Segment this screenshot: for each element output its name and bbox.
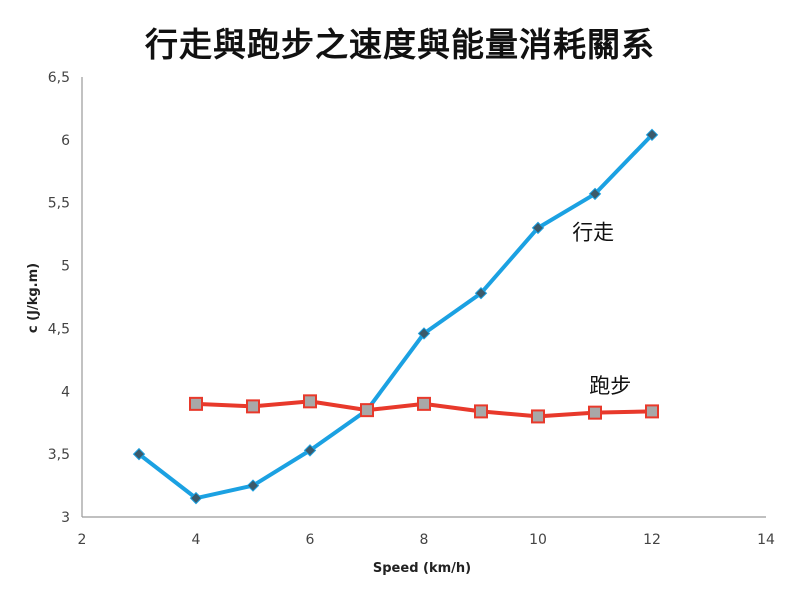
- y-tick-label: 6,5: [48, 70, 70, 86]
- series-markers: [132, 128, 659, 505]
- data-point: [474, 404, 488, 419]
- data-point: [588, 405, 602, 420]
- y-tick-label: 3,5: [48, 447, 70, 463]
- x-tick-label: 8: [420, 532, 429, 548]
- data-point: [303, 444, 317, 457]
- y-tick-label: 3: [61, 510, 70, 526]
- chart-title: 行走與跑步之速度與能量消耗關系: [145, 25, 655, 64]
- data-point: [531, 221, 545, 235]
- data-point: [189, 396, 203, 411]
- axes: [81, 77, 766, 518]
- y-tick-label: 5: [61, 259, 70, 275]
- x-tick-label: 10: [529, 532, 547, 548]
- data-point: [417, 327, 431, 340]
- tick-labels: 2 4 6 8 10 12 14 3 3,5 4 4,5 5 5,5 6 6,5: [48, 70, 775, 548]
- data-point: [246, 399, 260, 414]
- data-point: [132, 447, 146, 461]
- data-point: [417, 396, 431, 411]
- x-tick-label: 12: [643, 532, 661, 548]
- x-tick-label: 6: [306, 532, 315, 548]
- y-tick-label: 5,5: [48, 196, 70, 212]
- x-axis-title: Speed (km/h): [373, 561, 471, 576]
- series-lines: [137, 133, 654, 501]
- y-tick-label: 6: [61, 133, 70, 149]
- y-tick-label: 4: [61, 384, 70, 400]
- series-label: 行走: [572, 221, 614, 245]
- data-point: [360, 403, 374, 418]
- x-tick-label: 2: [78, 532, 87, 548]
- data-point: [474, 287, 488, 300]
- x-tick-label: 4: [192, 532, 201, 548]
- x-tick-label: 14: [757, 532, 775, 548]
- data-point: [189, 491, 203, 505]
- data-point: [588, 187, 602, 201]
- series-line: [137, 133, 654, 501]
- data-point: [645, 128, 659, 142]
- y-tick-label: 4,5: [48, 321, 70, 337]
- series-label: 跑步: [589, 374, 631, 398]
- data-point: [246, 479, 260, 492]
- data-point: [531, 409, 545, 424]
- data-point: [303, 394, 317, 409]
- data-point: [645, 404, 659, 419]
- y-axis-title: c (J/kg.m): [26, 263, 41, 333]
